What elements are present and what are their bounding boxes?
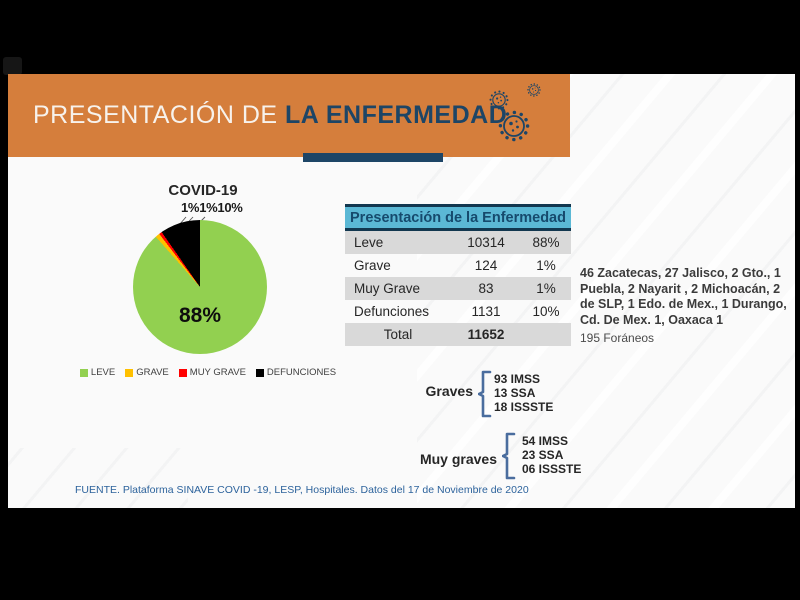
foreign-cases-note: 195 Foráneos bbox=[580, 331, 655, 345]
coronavirus-icon bbox=[489, 83, 541, 142]
graves-label: Graves bbox=[425, 383, 473, 399]
banner-underline-bar bbox=[303, 153, 443, 162]
pie-legend: LEVE GRAVE MUY GRAVE DEFUNCIONES bbox=[78, 367, 338, 378]
states-breakdown-note: 46 Zacatecas, 27 Jalisco, 2 Gto., 1 Pueb… bbox=[580, 266, 787, 327]
slide-canvas: PRESENTACIÓN DE LA ENFERMEDAD COVID-19 1… bbox=[8, 74, 795, 508]
table-row: Defunciones 1131 10% bbox=[345, 300, 571, 323]
table-row: Leve 10314 88% bbox=[345, 231, 571, 254]
callout-muy-grave: 1% bbox=[199, 200, 218, 215]
legend-label-leve: LEVE bbox=[90, 367, 116, 378]
title-banner: PRESENTACIÓN DE LA ENFERMEDAD bbox=[8, 74, 570, 157]
disease-table: Presentación de la Enfermedad Leve 10314… bbox=[345, 204, 571, 346]
pie-main-percentage: 88% bbox=[178, 304, 222, 328]
muy-graves-items: 54 IMSS 23 SSA 06 ISSSTE bbox=[522, 434, 581, 476]
row-percent: 88% bbox=[532, 235, 560, 250]
corner-stripes-decoration bbox=[8, 448, 188, 508]
callout-grave: 1% bbox=[181, 200, 200, 215]
page-title-bold: LA ENFERMEDAD bbox=[285, 101, 508, 129]
table-title: Presentación de la Enfermedad bbox=[345, 204, 571, 231]
row-label: Leve bbox=[354, 235, 384, 250]
total-value: 11652 bbox=[467, 327, 505, 342]
muy-graves-item-imss: 54 IMSS bbox=[522, 434, 569, 448]
row-label: Grave bbox=[354, 258, 391, 273]
row-value: 124 bbox=[474, 258, 498, 273]
table-row: Muy Grave 83 1% bbox=[345, 277, 571, 300]
row-percent: 1% bbox=[536, 258, 556, 273]
callout-defunciones: 10% bbox=[217, 200, 243, 215]
graves-item-issste: 18 ISSSTE bbox=[494, 400, 554, 414]
total-label: Total bbox=[383, 327, 413, 342]
row-percent: 10% bbox=[532, 304, 560, 319]
table-body: Leve 10314 88% Grave 124 1% Muy Grave 83… bbox=[345, 231, 571, 346]
legend-swatch-grave bbox=[125, 368, 134, 377]
legend-item-defunciones: DEFUNCIONES bbox=[255, 367, 337, 378]
page-title-light: PRESENTACIÓN DE bbox=[33, 101, 286, 129]
row-label: Muy Grave bbox=[354, 281, 421, 296]
pie-chart: 88% bbox=[133, 220, 267, 354]
row-label: Defunciones bbox=[354, 304, 430, 319]
legend-label-muy-grave: MUY GRAVE bbox=[189, 367, 246, 378]
frame-corner-glyph bbox=[3, 57, 22, 75]
table-row: Grave 124 1% bbox=[345, 254, 571, 277]
legend-item-grave: GRAVE bbox=[125, 367, 169, 378]
legend-label-grave: GRAVE bbox=[136, 367, 169, 378]
graves-items: 93 IMSS 13 SSA 18 ISSSTE bbox=[494, 372, 553, 414]
row-value: 83 bbox=[478, 281, 494, 296]
graves-item-imss: 93 IMSS bbox=[494, 372, 541, 386]
graves-bracket-icon bbox=[478, 370, 492, 418]
page-title: PRESENTACIÓN DE LA ENFERMEDAD bbox=[8, 101, 507, 130]
muy-graves-bracket-icon bbox=[502, 432, 516, 480]
row-value: 10314 bbox=[467, 235, 505, 250]
legend-swatch-defunciones bbox=[255, 368, 264, 377]
muy-graves-label: Muy graves bbox=[419, 451, 497, 467]
table-total-row: Total 11652 bbox=[345, 323, 571, 346]
row-percent: 1% bbox=[536, 281, 556, 296]
legend-swatch-leve bbox=[79, 368, 88, 377]
legend-item-leve: LEVE bbox=[79, 367, 116, 378]
muy-graves-item-ssa: 23 SSA bbox=[522, 448, 564, 462]
source-footnote: FUENTE. Plataforma SINAVE COVID -19, LES… bbox=[75, 484, 529, 496]
muy-graves-item-issste: 06 ISSSTE bbox=[522, 462, 582, 476]
legend-label-defunciones: DEFUNCIONES bbox=[266, 367, 337, 378]
pie-chart-title: COVID-19 bbox=[168, 182, 238, 199]
legend-swatch-muy-grave bbox=[178, 368, 187, 377]
legend-item-muy-grave: MUY GRAVE bbox=[178, 367, 246, 378]
pie-callout-labels: 1%1%10% bbox=[181, 200, 243, 215]
graves-item-ssa: 13 SSA bbox=[494, 386, 536, 400]
row-value: 1131 bbox=[471, 304, 501, 319]
